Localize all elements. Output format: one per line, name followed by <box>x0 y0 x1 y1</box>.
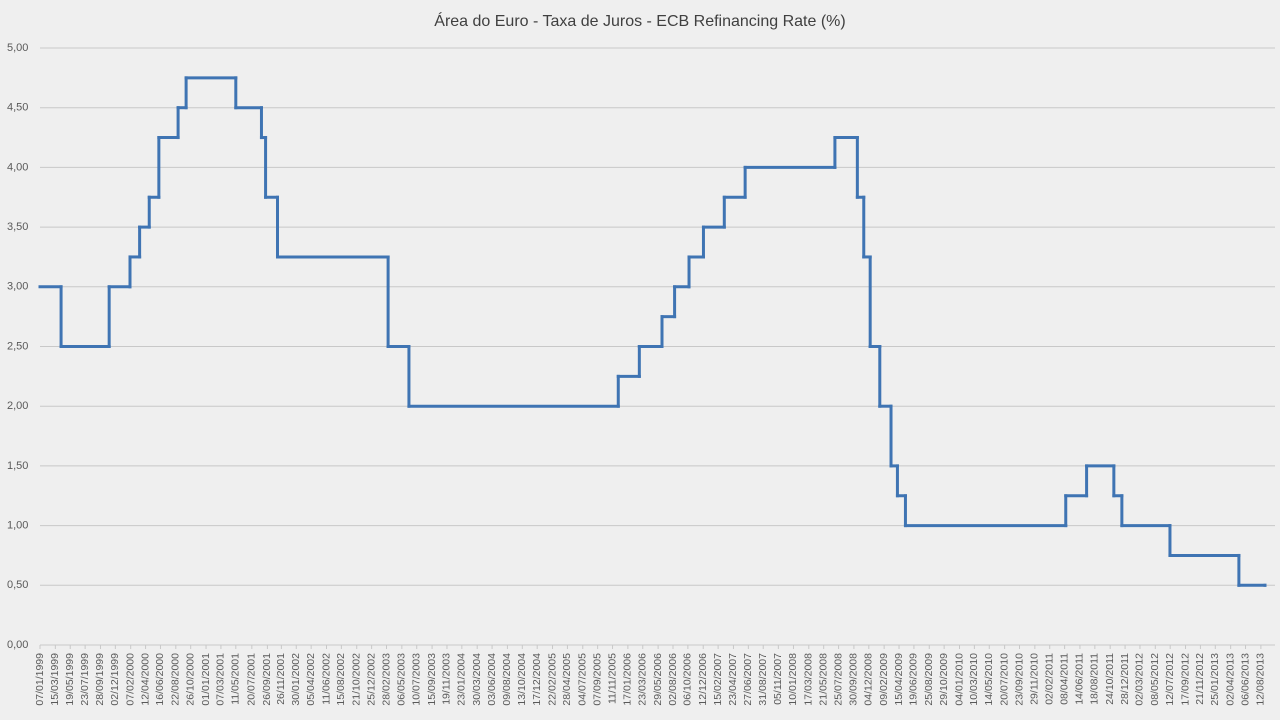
x-tick-label: 10/03/2010 <box>968 653 980 706</box>
x-tick-label: 26/10/2000 <box>184 653 196 706</box>
x-tick-label: 14/05/2010 <box>983 653 995 706</box>
x-tick-label: 04/01/2010 <box>953 653 965 706</box>
x-tick-label: 09/02/2009 <box>878 653 890 706</box>
x-tick-label: 16/06/2000 <box>154 653 166 706</box>
x-tick-label: 06/05/2003 <box>396 653 408 706</box>
x-tick-label: 07/03/2001 <box>215 653 227 706</box>
x-tick-label: 01/01/2001 <box>200 653 212 706</box>
x-tick-label: 28/04/2005 <box>561 653 573 706</box>
x-tick-label: 19/06/2009 <box>908 653 920 706</box>
x-tick-label: 23/07/1999 <box>79 653 91 706</box>
x-tick-label: 28/12/2011 <box>1119 653 1131 705</box>
x-tick-label: 17/12/2004 <box>531 653 543 706</box>
x-tick-label: 09/08/2004 <box>501 653 513 706</box>
x-tick-label: 25/07/2008 <box>832 653 844 706</box>
chart-title: Área do Euro - Taxa de Juros - ECB Refin… <box>434 11 845 30</box>
x-tick-label: 29/05/2006 <box>652 653 664 706</box>
x-tick-label: 14/06/2011 <box>1074 653 1086 705</box>
x-tick-label: 02/03/2012 <box>1134 653 1146 706</box>
y-tick-label: 4,50 <box>7 102 28 114</box>
x-tick-label: 15/02/2007 <box>712 653 724 706</box>
y-tick-label: 1,00 <box>7 520 28 532</box>
y-tick-label: 0,00 <box>7 639 28 651</box>
x-tick-label: 10/07/2003 <box>411 653 423 706</box>
x-tick-label: 02/08/2006 <box>667 653 679 706</box>
x-tick-label: 21/05/2008 <box>817 653 829 706</box>
y-tick-label: 2,00 <box>7 400 28 412</box>
x-tick-label: 17/01/2006 <box>622 653 634 706</box>
x-tick-label: 26/11/2001 <box>275 653 287 705</box>
x-tick-label: 12/12/2006 <box>697 653 709 706</box>
x-tick-label: 05/04/2002 <box>305 653 317 706</box>
x-tick-label: 20/07/2010 <box>998 653 1010 706</box>
x-tick-label: 03/06/2004 <box>486 653 498 706</box>
x-tick-label: 15/08/2002 <box>335 653 347 706</box>
x-tick-label: 25/01/2013 <box>1209 653 1221 706</box>
x-tick-label: 17/09/2012 <box>1179 653 1191 706</box>
y-tick-label: 5,00 <box>7 42 28 54</box>
x-tick-label: 07/02/2000 <box>124 653 136 706</box>
x-tick-label: 26/09/2001 <box>261 653 273 706</box>
x-tick-label: 21/10/2002 <box>351 653 363 706</box>
x-tick-label: 07/09/2005 <box>591 653 603 706</box>
y-tick-label: 2,50 <box>7 340 28 352</box>
x-tick-label: 15/04/2009 <box>893 653 905 706</box>
x-tick-label: 04/12/2008 <box>863 653 875 706</box>
x-tick-label: 18/08/2011 <box>1089 653 1101 705</box>
x-tick-label: 08/05/2012 <box>1149 653 1161 706</box>
x-tick-label: 23/01/2004 <box>456 653 468 706</box>
x-tick-label: 30/09/2008 <box>848 653 860 706</box>
x-tick-label: 29/10/2009 <box>938 653 950 706</box>
x-tick-label: 24/10/2011 <box>1104 653 1116 705</box>
x-tick-label: 17/03/2008 <box>803 653 815 706</box>
x-tick-label: 04/07/2005 <box>577 653 589 706</box>
x-tick-label: 23/04/2007 <box>727 653 739 706</box>
x-tick-label: 31/08/2007 <box>757 653 769 706</box>
x-tick-label: 02/02/2011 <box>1044 653 1056 705</box>
x-tick-label: 02/04/2013 <box>1224 653 1236 706</box>
x-tick-label: 11/11/2005 <box>606 653 618 704</box>
y-tick-label: 1,50 <box>7 460 28 472</box>
y-tick-label: 0,50 <box>7 579 28 591</box>
x-tick-label: 07/01/1999 <box>34 653 46 706</box>
x-tick-label: 25/12/2002 <box>365 653 377 706</box>
x-tick-label: 12/07/2012 <box>1164 653 1176 706</box>
x-tick-label: 30/01/2002 <box>290 653 302 706</box>
x-tick-label: 22/08/2000 <box>170 653 182 706</box>
x-tick-label: 23/09/2010 <box>1013 653 1025 706</box>
x-tick-label: 25/08/2009 <box>923 653 935 706</box>
y-tick-label: 3,00 <box>7 281 28 293</box>
x-tick-label: 11/06/2002 <box>320 653 332 705</box>
x-tick-label: 19/11/2003 <box>441 653 453 705</box>
x-tick-label: 30/03/2004 <box>471 653 483 706</box>
x-tick-label: 15/03/1999 <box>49 653 61 706</box>
x-tick-label: 22/02/2005 <box>546 653 558 706</box>
x-tick-label: 06/10/2006 <box>682 653 694 706</box>
x-tick-label: 02/12/1999 <box>109 653 121 706</box>
x-tick-label: 11/05/2001 <box>230 653 242 705</box>
x-tick-label: 27/06/2007 <box>742 653 754 706</box>
x-tick-label: 23/03/2006 <box>637 653 649 706</box>
x-tick-label: 10/01/2008 <box>787 653 799 706</box>
x-tick-label: 12/04/2000 <box>139 653 151 706</box>
x-tick-label: 20/07/2001 <box>246 653 258 706</box>
x-tick-label: 15/09/2003 <box>426 653 438 706</box>
x-tick-label: 12/08/2013 <box>1255 653 1267 706</box>
y-tick-label: 3,50 <box>7 221 28 233</box>
x-tick-label: 21/11/2012 <box>1194 653 1206 705</box>
y-tick-label: 4,00 <box>7 161 28 173</box>
x-tick-label: 28/02/2003 <box>380 653 392 706</box>
x-tick-label: 05/11/2007 <box>772 653 784 705</box>
x-tick-label: 28/09/1999 <box>94 653 106 706</box>
x-tick-label: 19/05/1999 <box>64 653 76 706</box>
x-tick-label: 29/11/2010 <box>1029 653 1041 705</box>
x-tick-label: 08/04/2011 <box>1058 653 1070 705</box>
x-tick-label: 13/10/2004 <box>516 653 528 706</box>
x-tick-label: 06/06/2013 <box>1239 653 1251 706</box>
